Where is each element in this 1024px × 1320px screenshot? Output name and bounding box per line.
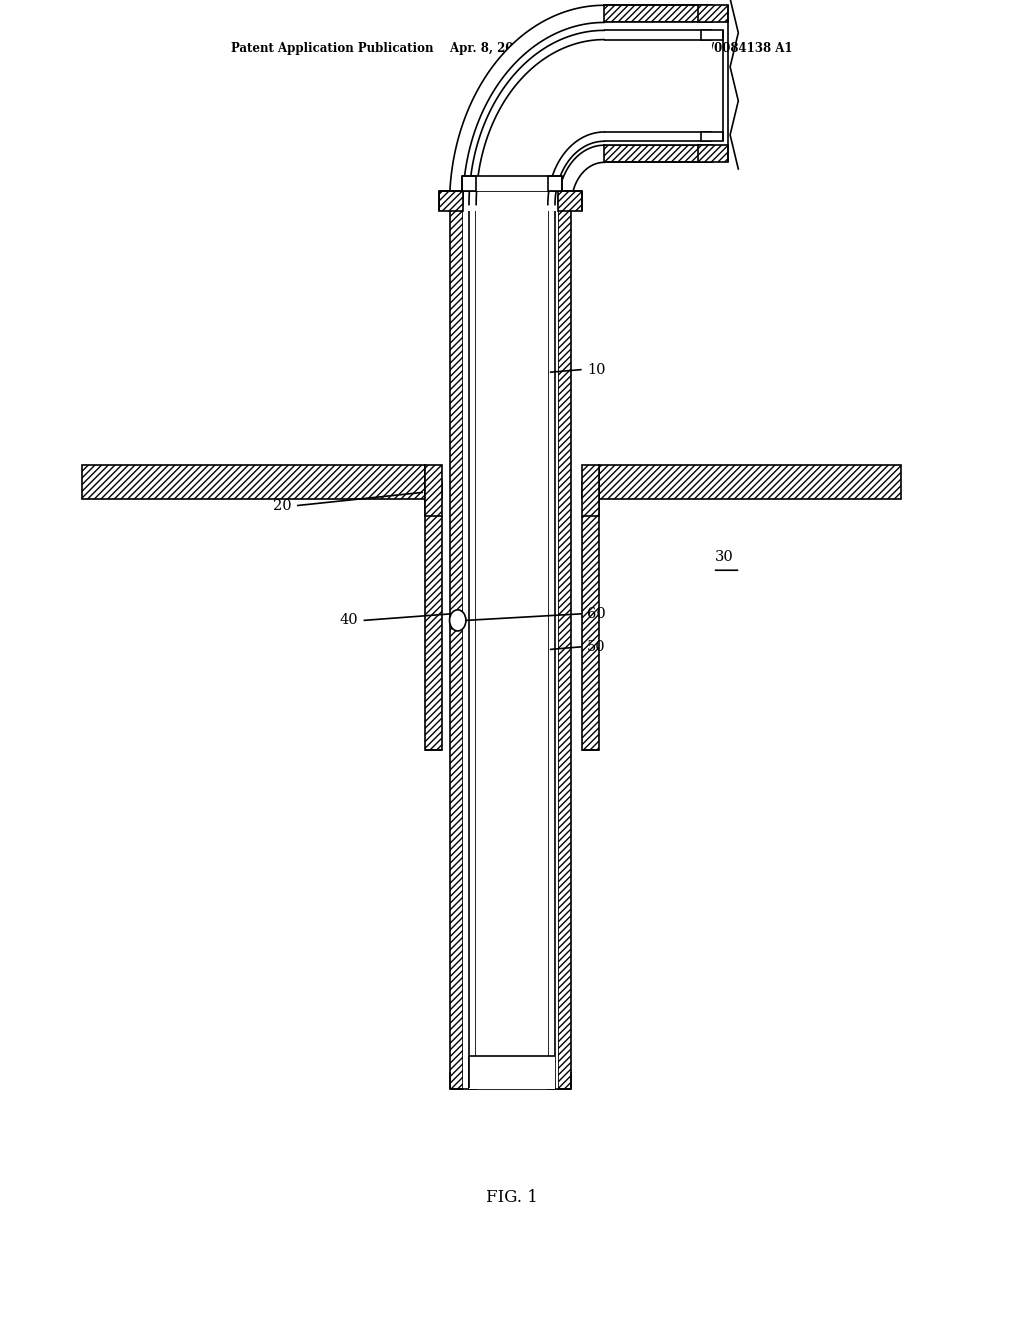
Bar [698,5,728,22]
Text: 30: 30 [715,550,733,564]
Bar [604,30,712,141]
Polygon shape [463,22,604,205]
Bar [462,176,476,191]
Bar [701,30,723,40]
Text: 50: 50 [587,640,605,653]
Bar [469,1056,555,1089]
Polygon shape [558,145,604,205]
Bar [439,185,582,211]
Circle shape [450,610,466,631]
Bar [604,145,712,162]
Bar [463,205,558,1089]
Polygon shape [450,5,604,205]
Bar [548,176,562,191]
Bar [698,145,728,162]
Bar [582,482,599,750]
Bar [548,205,555,1089]
Bar [476,205,548,1089]
Bar [462,176,562,191]
Bar [439,191,463,211]
Text: FIG. 1: FIG. 1 [486,1189,538,1205]
Text: Patent Application Publication    Apr. 8, 2010   Sheet 1 of 7        US 2010/008: Patent Application Publication Apr. 8, 2… [231,42,793,55]
Polygon shape [548,132,604,205]
Bar [701,132,723,141]
Text: 10: 10 [587,363,605,376]
Bar [558,191,582,211]
Bar [442,499,582,516]
Text: 40: 40 [340,614,358,627]
Text: 20: 20 [273,499,292,512]
Bar [82,465,425,499]
Bar [558,205,571,1089]
Bar [582,465,599,516]
Bar [425,482,442,750]
Bar [599,465,901,499]
Text: 60: 60 [587,607,605,620]
Bar [604,5,712,22]
Bar [469,205,476,1089]
Bar [450,205,463,1089]
Bar [425,465,442,516]
Polygon shape [469,30,604,205]
Bar [604,22,712,145]
Polygon shape [476,40,604,205]
Polygon shape [450,5,604,205]
